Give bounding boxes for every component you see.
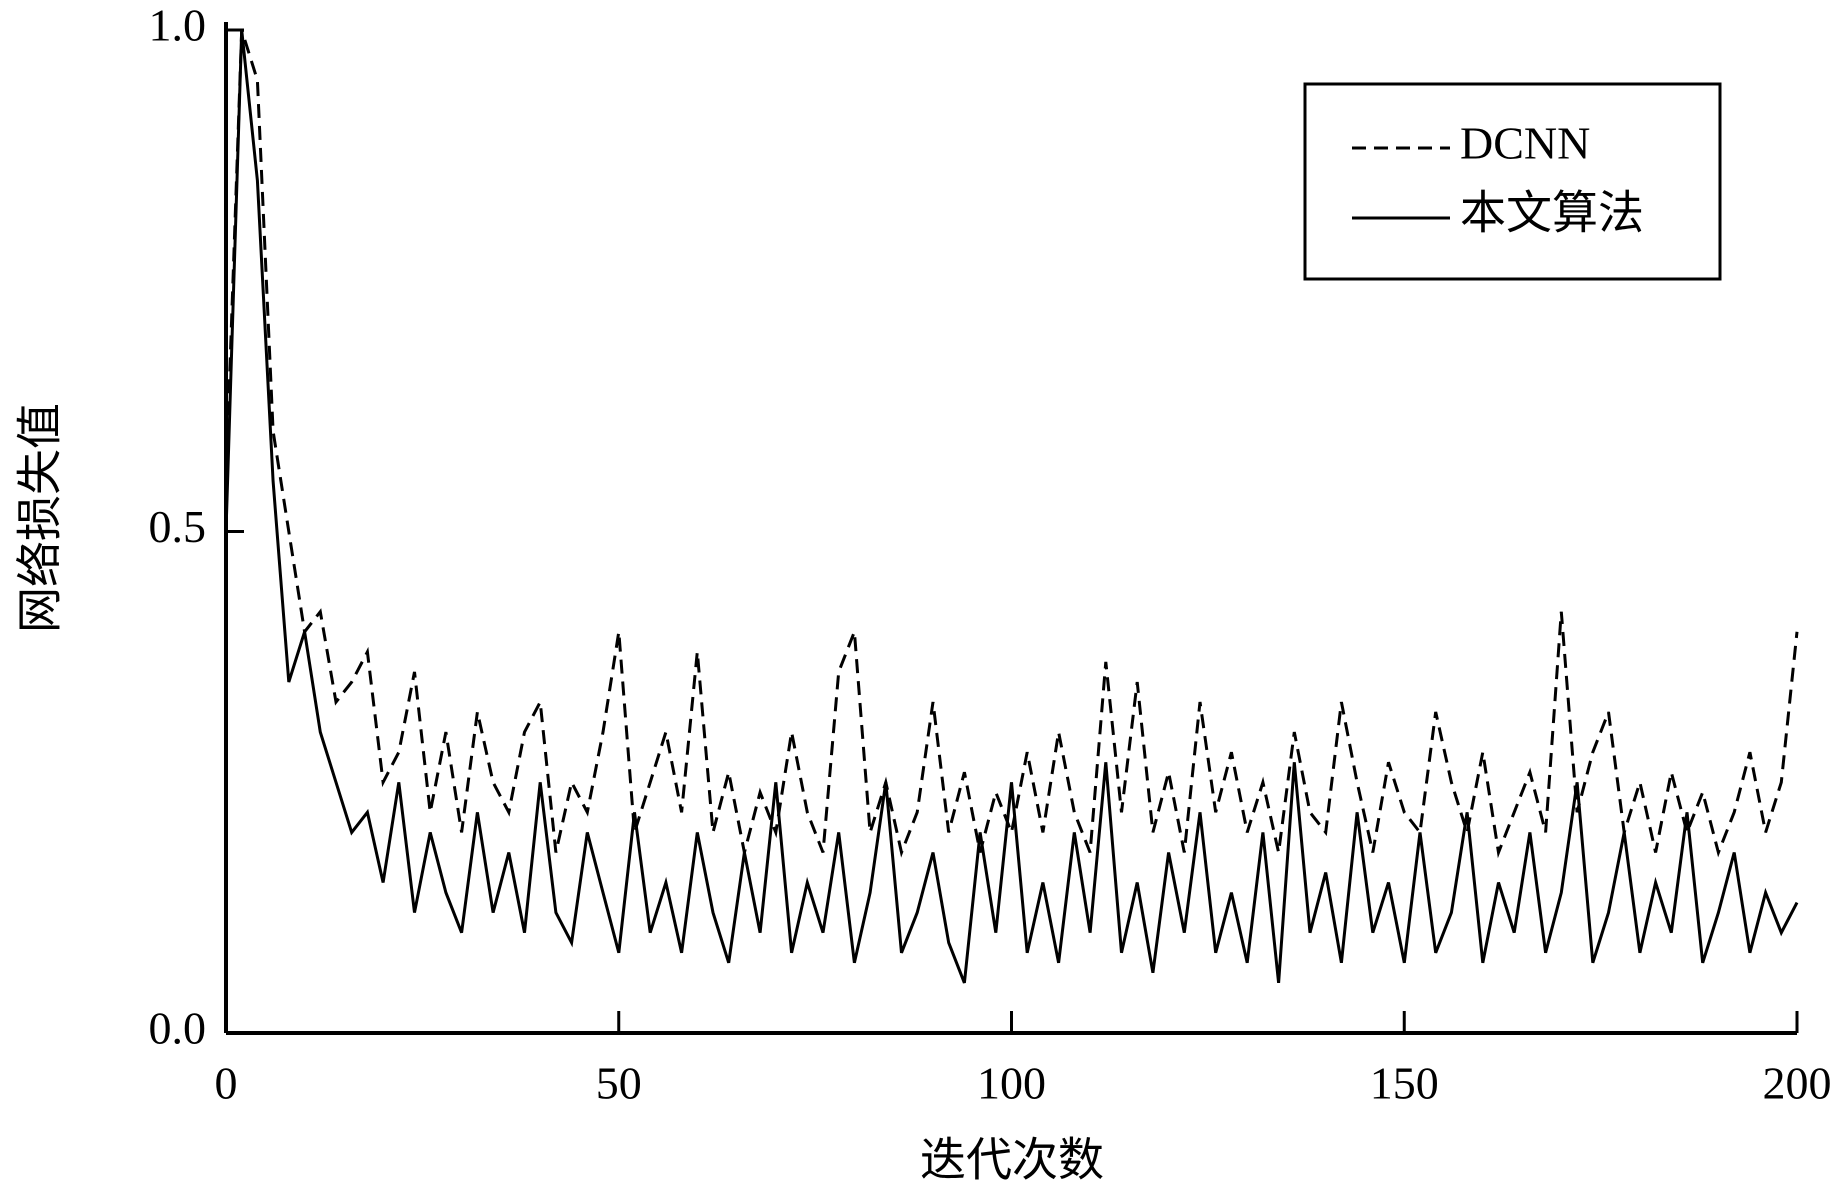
x-tick-label: 200 — [1763, 1058, 1832, 1109]
x-tick-label: 100 — [977, 1058, 1046, 1109]
legend-box — [1303, 82, 1722, 281]
x-axis-label: 迭代次数 — [920, 1135, 1104, 1186]
y-tick-label: 0.0 — [149, 1003, 207, 1054]
x-tick-label: 0 — [215, 1058, 238, 1109]
series-line — [224, 29, 1799, 859]
legend-label: 本文算法 — [1460, 188, 1644, 239]
y-tick-label: 1.0 — [149, 0, 207, 51]
x-tick-label: 50 — [596, 1058, 642, 1109]
x-tick-label: 150 — [1370, 1058, 1439, 1109]
y-axis-label: 网络损失值 — [15, 403, 66, 633]
legend-label: DCNN — [1460, 118, 1590, 169]
y-tick-label: 0.5 — [149, 501, 207, 552]
series-line — [224, 29, 1799, 984]
